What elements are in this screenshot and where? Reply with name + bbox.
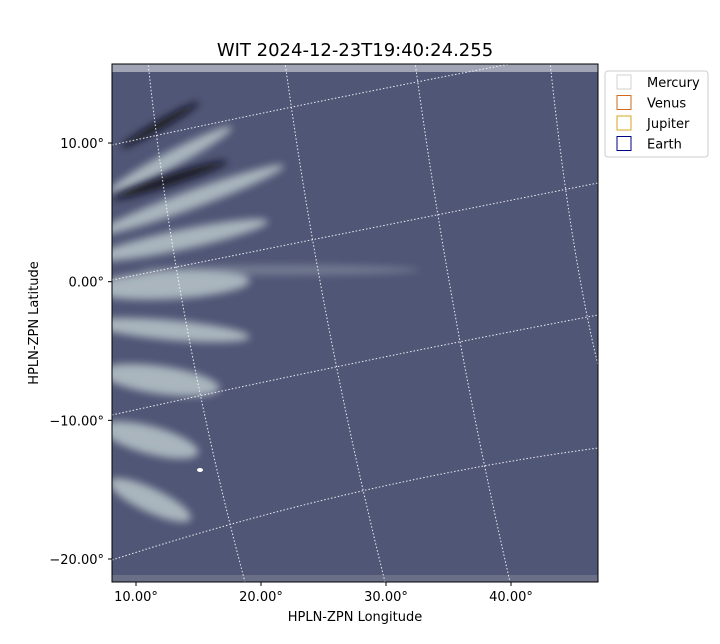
legend-swatch <box>616 95 632 110</box>
x-tick-label: 30.00° <box>364 590 408 605</box>
y-tick-label: 0.00° <box>69 276 104 291</box>
legend-swatch <box>616 136 632 151</box>
y-tick-label: 10.00° <box>60 137 104 152</box>
chart-title: WIT 2024-12-23T19:40:24.255 <box>217 40 493 61</box>
sky-image <box>112 64 598 582</box>
legend-label: Jupiter <box>646 117 690 132</box>
x-tick-label: 20.00° <box>239 590 283 605</box>
y-tick-label: −10.00° <box>49 414 104 429</box>
x-axis-label: HPLN-ZPN Longitude <box>288 610 423 625</box>
legend-swatch <box>616 115 632 131</box>
legend-label: Venus <box>647 97 686 112</box>
legend-swatch <box>616 74 632 90</box>
x-tick-label: 40.00° <box>489 590 533 605</box>
axes-frame <box>111 63 599 583</box>
x-tick-label: 10.00° <box>114 590 158 605</box>
legend: Mercury Venus Jupiter Earth <box>604 70 709 158</box>
legend-label: Mercury <box>647 76 700 91</box>
y-axis-label: HPLN-ZPN Latitude <box>27 261 42 384</box>
legend-label: Earth <box>647 138 682 153</box>
y-tick-label: −20.00° <box>49 553 104 568</box>
